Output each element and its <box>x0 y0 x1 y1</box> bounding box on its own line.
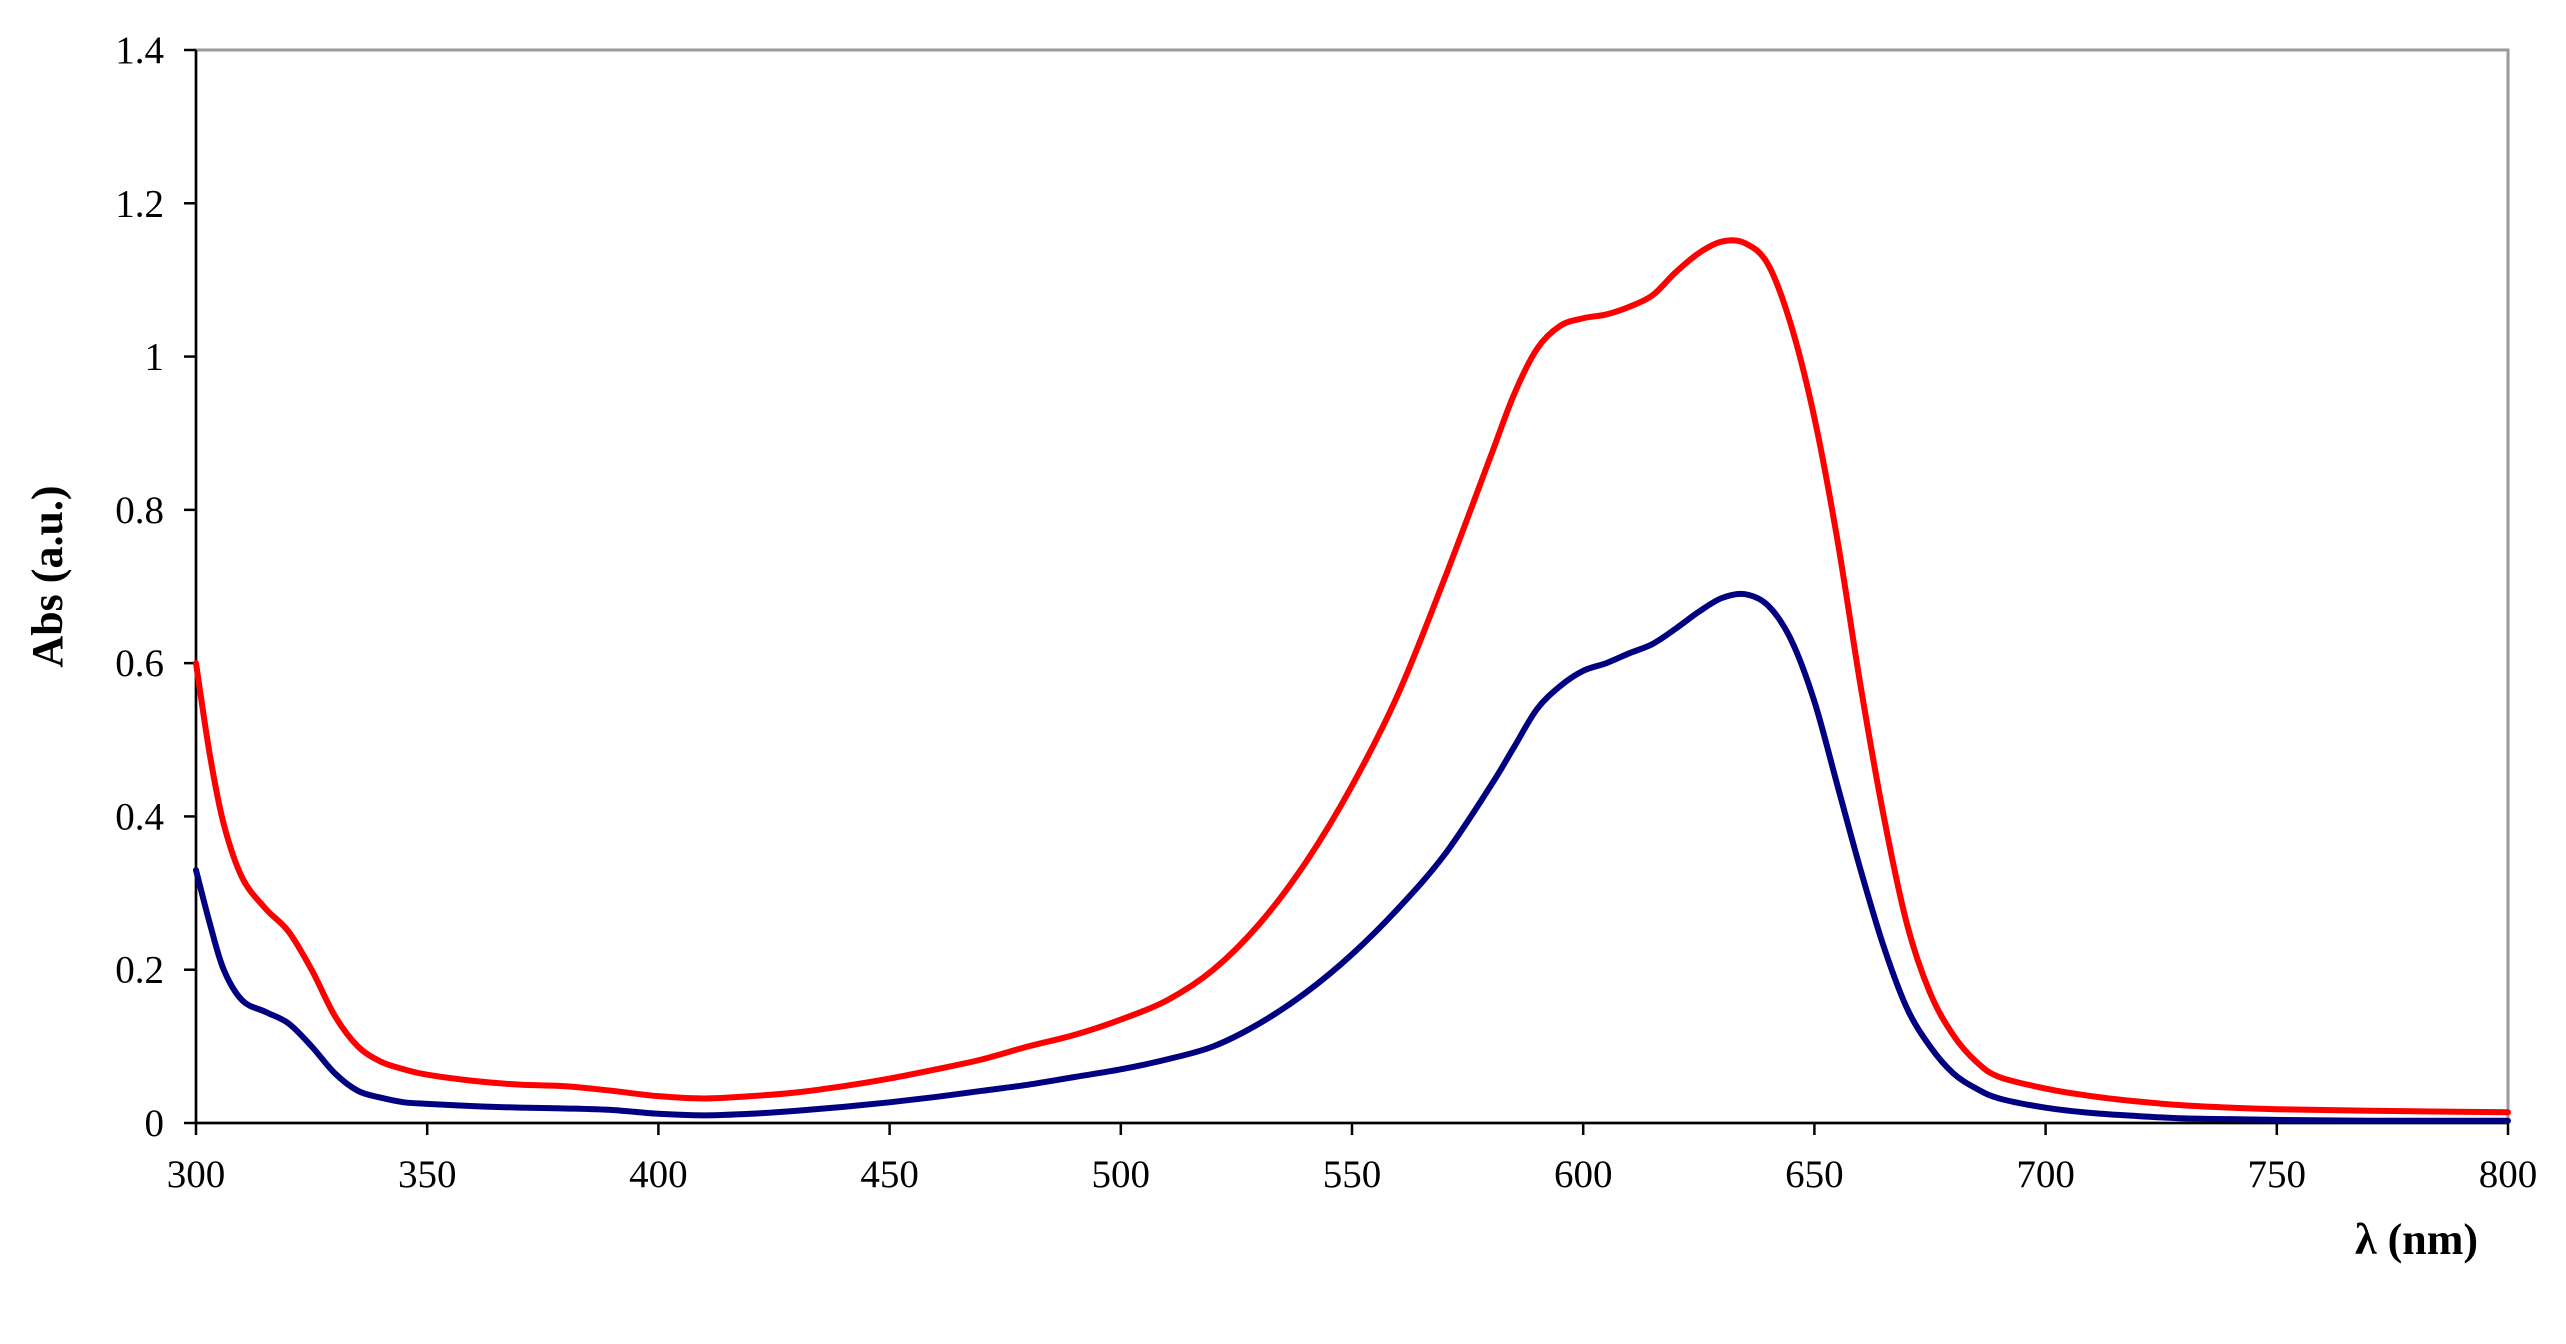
y-tick-label: 1.2 <box>115 182 164 225</box>
x-axis: 300 350 400 450 500 550 600 650 700 750 800 <box>167 1121 2538 1196</box>
x-tick-label: 350 <box>398 1153 457 1196</box>
y-tick-label: 0.4 <box>115 795 164 838</box>
x-tick-label: 500 <box>1092 1153 1151 1196</box>
x-tick-label: 800 <box>2479 1153 2538 1196</box>
x-tick-label: 400 <box>629 1153 688 1196</box>
series-layer <box>193 237 2511 1124</box>
y-axis-title: Abs (a.u.) <box>23 485 72 667</box>
plot-area-frame <box>194 48 2510 1125</box>
y-tick-label: 0.2 <box>115 949 164 992</box>
y-tick-label: 1 <box>145 336 165 379</box>
y-tick-label: 0.8 <box>115 489 164 532</box>
x-tick-label: 550 <box>1323 1153 1382 1196</box>
y-tick-label: 0 <box>145 1102 165 1145</box>
x-tick-label: 600 <box>1554 1153 1613 1196</box>
y-tick-label: 0.6 <box>115 642 164 685</box>
x-axis-title: λ (nm) <box>2355 1215 2478 1264</box>
series-line-1 <box>193 237 2511 1116</box>
x-tick-label: 650 <box>1785 1153 1844 1196</box>
x-tick-label: 700 <box>2016 1153 2075 1196</box>
y-tick-label: 1.4 <box>115 29 164 72</box>
x-tick-label: 450 <box>860 1153 919 1196</box>
y-axis: 0 0.2 0.4 0.6 0.8 1 1.2 1.4 <box>115 29 198 1145</box>
x-tick-label: 300 <box>167 1153 226 1196</box>
x-tick-label: 750 <box>2248 1153 2307 1196</box>
series-line-2 <box>193 590 2511 1124</box>
